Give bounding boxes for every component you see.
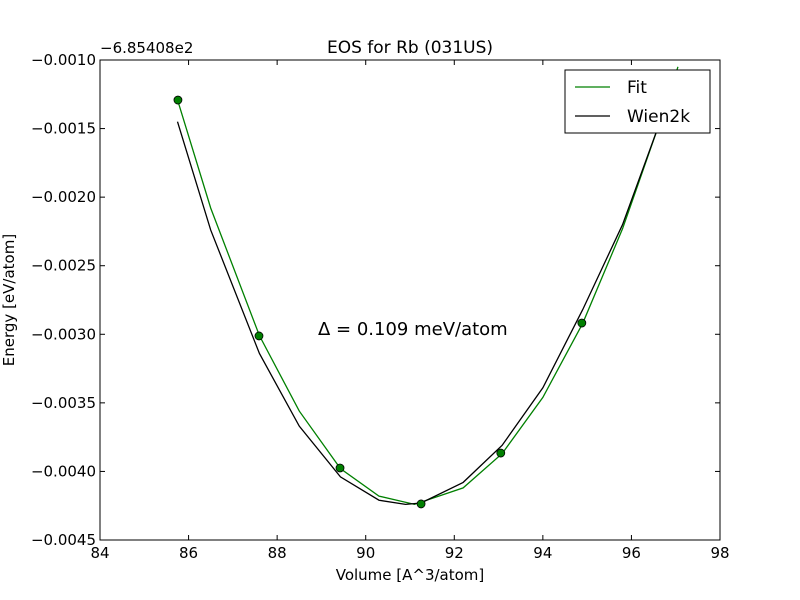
y-tick-label: −0.0030 [31, 325, 96, 343]
y-tick-label: −0.0045 [31, 531, 96, 549]
x-tick-label: 90 [356, 544, 375, 562]
y-tick-label: −0.0025 [31, 257, 96, 275]
y-tick-label: −0.0015 [31, 120, 96, 138]
offset-label: −6.85408e2 [100, 39, 193, 57]
x-tick-label: 86 [179, 544, 198, 562]
y-axis-label: Energy [eV/atom] [0, 234, 18, 366]
data-point [254, 331, 264, 341]
data-point [577, 318, 587, 328]
x-tick-label: 84 [90, 544, 109, 562]
data-point [173, 95, 183, 105]
x-tick-label: 92 [445, 544, 464, 562]
legend-box [564, 69, 711, 134]
x-tick-label: 94 [533, 544, 552, 562]
legend-label: Fit [627, 78, 647, 98]
y-tick-label: −0.0020 [31, 188, 96, 206]
data-point [335, 463, 345, 473]
x-tick-label: 96 [622, 544, 641, 562]
annotation: Δ = 0.109 meV/atom [318, 319, 508, 340]
plot-frame [99, 59, 721, 541]
legend-label: Wien2k [627, 107, 690, 127]
data-point [416, 499, 426, 509]
line-series [176, 66, 679, 506]
x-tick-label: 88 [268, 544, 287, 562]
chart-title: EOS for Rb (031US) [327, 38, 493, 58]
x-tick-label: 98 [710, 544, 729, 562]
data-point [496, 448, 506, 458]
plot-area [173, 66, 679, 509]
y-tick-label: −0.0010 [31, 51, 96, 69]
y-tick-label: −0.0040 [31, 462, 96, 480]
x-axis-label: Volume [A^3/atom] [336, 566, 485, 584]
y-tick-label: −0.0035 [31, 394, 96, 412]
